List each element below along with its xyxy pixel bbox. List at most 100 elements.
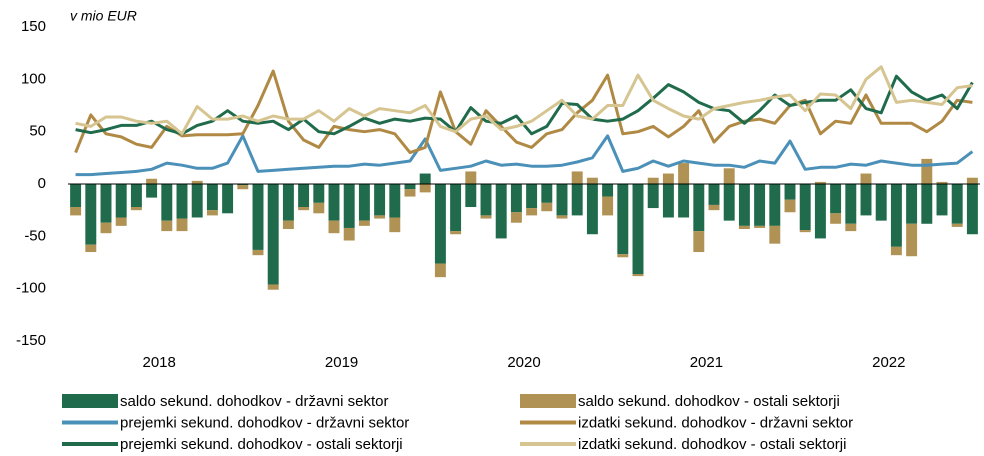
bar xyxy=(176,218,188,232)
bar xyxy=(206,184,218,211)
y-tick-label: 50 xyxy=(29,123,46,140)
x-tick-label: 2021 xyxy=(690,354,723,371)
bar xyxy=(495,184,507,239)
y-tick-label: -100 xyxy=(16,280,46,297)
bar xyxy=(571,184,583,216)
y-tick-label: 150 xyxy=(21,18,46,35)
bar xyxy=(206,210,218,216)
bar xyxy=(632,184,644,275)
line xyxy=(75,65,973,136)
bar xyxy=(374,184,386,216)
bar xyxy=(830,184,842,214)
bar xyxy=(890,246,902,256)
legend-label: prejemki sekund. dohodkov - ostali sekto… xyxy=(120,436,403,453)
bar xyxy=(723,184,735,221)
bar xyxy=(708,184,720,205)
bar xyxy=(662,173,674,184)
bar xyxy=(890,184,902,247)
bar xyxy=(860,173,872,184)
bar xyxy=(100,184,112,223)
bar xyxy=(738,184,750,226)
bar xyxy=(602,196,614,216)
bar xyxy=(252,184,264,250)
bar xyxy=(814,181,826,184)
bar xyxy=(951,184,963,224)
bar xyxy=(571,171,583,184)
bar xyxy=(632,274,644,277)
bar xyxy=(252,249,264,256)
legend-label: izdatki sekund. dohodkov - državni sekto… xyxy=(578,414,853,431)
bar xyxy=(799,184,811,231)
bar xyxy=(921,184,933,224)
bar xyxy=(754,184,766,226)
bar xyxy=(693,231,705,253)
bar xyxy=(693,184,705,232)
bar xyxy=(480,184,492,216)
bar xyxy=(678,163,690,184)
bar xyxy=(85,184,97,245)
bar xyxy=(951,223,963,227)
bar xyxy=(556,184,568,216)
bar xyxy=(358,220,370,226)
bar xyxy=(115,217,127,226)
bar xyxy=(906,223,918,257)
bar xyxy=(966,177,978,184)
bar xyxy=(237,185,249,190)
bar xyxy=(191,180,203,184)
bar xyxy=(526,184,538,209)
bar xyxy=(161,220,173,232)
bar xyxy=(328,184,340,221)
bar xyxy=(358,184,370,221)
bar xyxy=(389,217,401,233)
bar xyxy=(404,189,416,197)
y-tick-label: -50 xyxy=(24,227,46,244)
legend-label: saldo sekund. dohodkov - državni sektor xyxy=(120,393,388,410)
bar xyxy=(146,184,158,198)
bar xyxy=(434,184,446,264)
bar xyxy=(100,222,112,234)
line xyxy=(75,134,974,177)
bar xyxy=(480,215,492,219)
bar xyxy=(328,220,340,234)
bar xyxy=(510,212,522,223)
bar xyxy=(784,184,796,200)
legend-label: izdatki sekund. dohodkov - ostali sektor… xyxy=(578,436,846,453)
y-axis-unit: v mio EUR xyxy=(70,8,137,24)
bar xyxy=(465,171,477,184)
bar xyxy=(769,184,781,226)
bar xyxy=(70,207,82,216)
y-tick-label: 0 xyxy=(38,175,46,192)
bar xyxy=(130,184,142,208)
bar xyxy=(647,184,659,209)
bar xyxy=(799,230,811,233)
x-tick-label: 2020 xyxy=(507,354,540,371)
bar xyxy=(130,207,142,211)
bar xyxy=(419,173,431,184)
bar xyxy=(222,184,234,214)
x-tick-label: 2019 xyxy=(325,354,358,371)
bar xyxy=(556,215,568,219)
bar xyxy=(936,184,948,216)
bar xyxy=(784,199,796,213)
bar xyxy=(541,202,553,212)
bar xyxy=(723,168,735,184)
bar xyxy=(237,184,249,186)
bar xyxy=(176,184,188,219)
bar xyxy=(526,208,538,216)
bar xyxy=(267,184,279,285)
bar xyxy=(146,178,158,184)
bar xyxy=(678,184,690,218)
bar xyxy=(754,225,766,228)
bar xyxy=(191,184,203,218)
bar xyxy=(282,220,294,230)
y-tick-label: 100 xyxy=(21,70,46,87)
legend-swatch xyxy=(520,394,576,408)
bar xyxy=(343,227,355,241)
bar xyxy=(374,215,386,219)
bar xyxy=(708,204,720,211)
x-tick-label: 2018 xyxy=(143,354,176,371)
bar xyxy=(267,284,279,290)
bar xyxy=(298,184,310,208)
bar xyxy=(966,184,978,235)
